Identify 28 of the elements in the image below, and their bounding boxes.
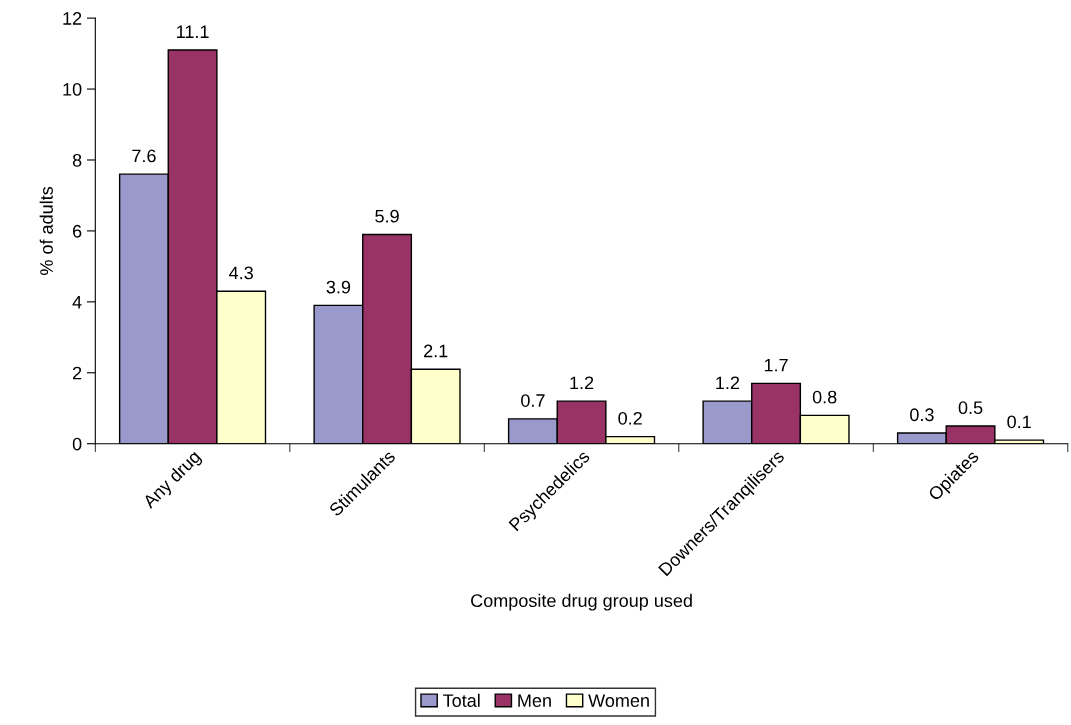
legend-label: Total xyxy=(443,693,480,707)
data-label: 2.1 xyxy=(424,344,448,358)
y-tick-label: 2 xyxy=(72,366,82,380)
y-tick-label: 4 xyxy=(72,295,82,309)
data-label: 0.2 xyxy=(618,411,642,425)
y-tick-label: 6 xyxy=(73,224,82,238)
data-label: 1.2 xyxy=(716,376,740,390)
data-label: 7.6 xyxy=(132,149,156,163)
data-label: 0.3 xyxy=(910,408,934,422)
data-label: 4.3 xyxy=(229,266,253,280)
legend-label: Men xyxy=(518,694,551,707)
x-tick-label: Any drug xyxy=(141,449,204,512)
data-label: 0.8 xyxy=(812,390,837,404)
data-label: 0.7 xyxy=(521,394,545,407)
y-tick-label: 8 xyxy=(72,153,82,167)
data-label: 0.1 xyxy=(1007,415,1031,429)
y-tick-label: 0 xyxy=(72,437,82,451)
x-axis-title: Composite drug group used xyxy=(471,593,692,611)
y-tick-label: 12 xyxy=(63,12,82,25)
y-axis-title: % of adults xyxy=(39,186,53,275)
y-tick-label: 10 xyxy=(63,82,82,96)
data-label: 3.9 xyxy=(326,280,351,294)
data-label: 1.7 xyxy=(764,358,788,372)
data-label: 11.1 xyxy=(177,25,209,38)
legend-label: Women xyxy=(588,694,649,707)
data-label: 1.2 xyxy=(570,376,594,390)
data-label: 5.9 xyxy=(375,209,399,223)
data-label: 0.5 xyxy=(958,401,983,415)
